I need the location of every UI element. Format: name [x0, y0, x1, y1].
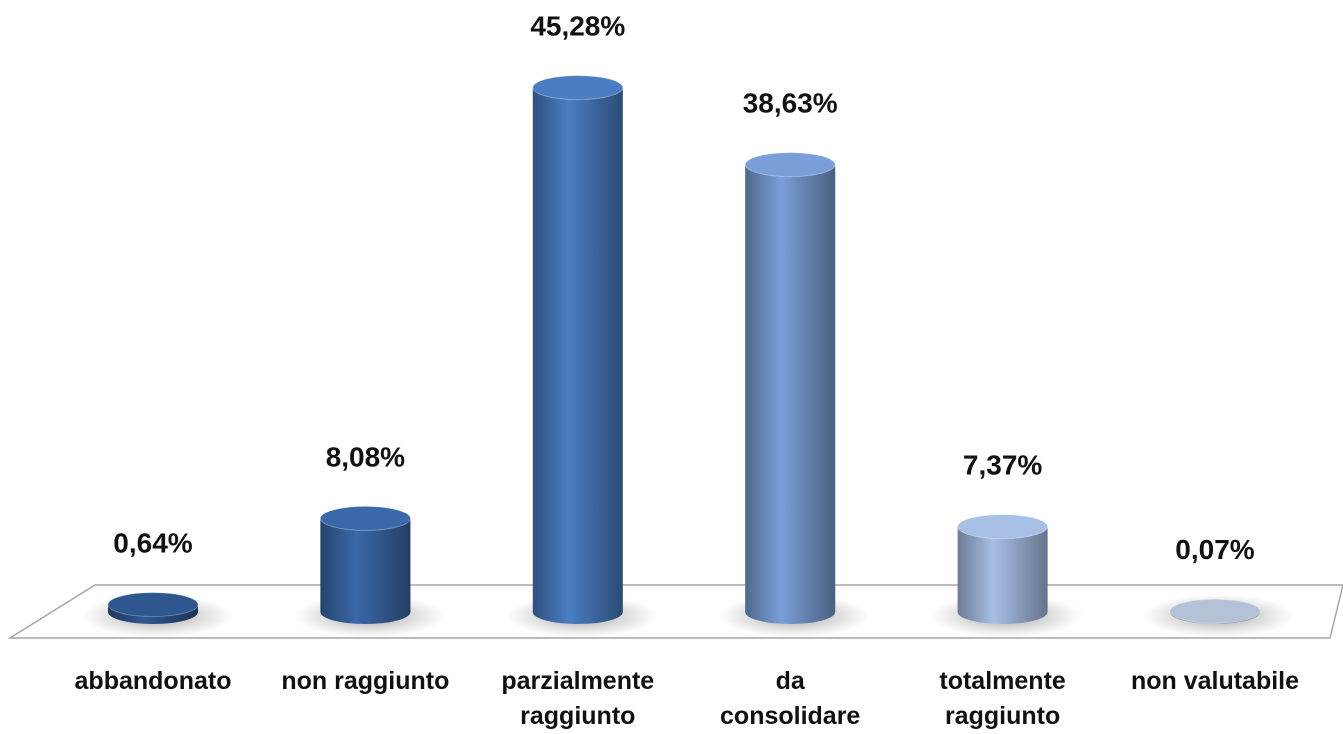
- bar-cap: [532, 75, 624, 101]
- bar-shade: [320, 518, 411, 624]
- bar-shade: [108, 604, 198, 624]
- bar-shade: [957, 526, 1048, 624]
- value-label: 7,37%: [963, 450, 1042, 481]
- value-label: 45,28%: [530, 11, 625, 42]
- value-label: 8,08%: [326, 441, 405, 472]
- bar-shade: [532, 87, 623, 625]
- value-label: 0,07%: [1175, 534, 1254, 565]
- value-label: 38,63%: [743, 88, 838, 119]
- value-label: 0,64%: [113, 528, 192, 559]
- bar-cap: [744, 152, 836, 178]
- bar-cap: [107, 592, 199, 618]
- x-tick-label: non valutabile: [1130, 667, 1300, 695]
- bar-cap: [957, 514, 1049, 540]
- x-tick-label: non raggiunto: [281, 667, 450, 695]
- x-tick-label: abbandonato: [74, 667, 232, 695]
- bar-cap: [1169, 598, 1261, 624]
- bar-cap: [319, 505, 411, 531]
- x-tick-label: da consolidare: [720, 667, 861, 730]
- x-tick-label: totalmente raggiunto: [939, 667, 1066, 730]
- bar-shade: [745, 164, 836, 624]
- floor: [7, 584, 1343, 639]
- x-tick-label: parzialmente raggiunto: [501, 667, 655, 730]
